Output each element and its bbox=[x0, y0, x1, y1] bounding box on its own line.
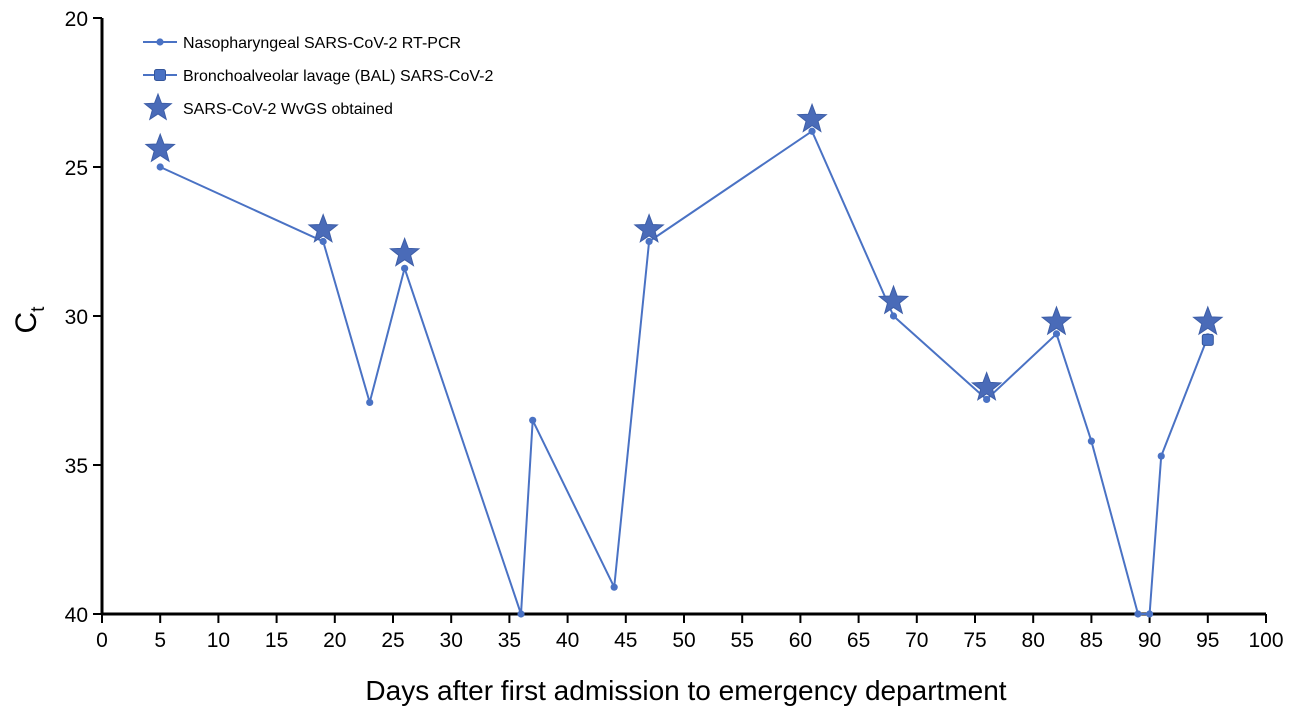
point-nasopharyngeal bbox=[808, 127, 816, 135]
point-wvgs-star bbox=[971, 371, 1003, 401]
series-line-nasopharyngeal bbox=[159, 129, 1209, 615]
x-tick-label: 75 bbox=[963, 629, 986, 652]
point-wvgs-star bbox=[307, 213, 339, 243]
x-tick-label: 0 bbox=[96, 629, 108, 652]
y-axis-title: Ct bbox=[10, 306, 49, 334]
x-tick-label: 100 bbox=[1248, 629, 1283, 652]
point-wvgs-star bbox=[1040, 305, 1073, 336]
point-bal bbox=[1201, 333, 1214, 346]
point-nasopharyngeal bbox=[401, 264, 409, 272]
x-tick-label: 35 bbox=[498, 629, 521, 652]
x-tick-label: 40 bbox=[556, 629, 579, 652]
point-wvgs-star bbox=[389, 236, 421, 267]
point-nasopharyngeal bbox=[1087, 437, 1095, 445]
x-tick-label: 80 bbox=[1022, 629, 1045, 652]
x-tick-label: 30 bbox=[440, 629, 463, 652]
point-nasopharyngeal bbox=[983, 395, 991, 404]
y-axis-title-subscript: t bbox=[28, 306, 49, 312]
point-nasopharyngeal bbox=[1157, 452, 1165, 460]
x-tick-label: 10 bbox=[207, 629, 230, 652]
legend-label-wvgs: SARS-CoV-2 WvGS obtained bbox=[183, 101, 393, 118]
y-tick-label: 35 bbox=[65, 455, 88, 478]
point-nasopharyngeal bbox=[610, 583, 618, 591]
point-nasopharyngeal bbox=[889, 312, 898, 320]
point-wvgs-star bbox=[1192, 305, 1224, 336]
point-nasopharyngeal bbox=[366, 398, 374, 407]
x-tick-label: 15 bbox=[265, 629, 288, 652]
x-tick-label: 70 bbox=[905, 629, 928, 652]
point-nasopharyngeal bbox=[517, 610, 525, 618]
point-nasopharyngeal bbox=[1134, 610, 1142, 618]
point-nasopharyngeal bbox=[156, 163, 164, 171]
y-tick-label: 30 bbox=[65, 306, 88, 329]
legend-label-nasopharyngeal: Nasopharyngeal SARS-CoV-2 RT-PCR bbox=[183, 35, 461, 52]
point-wvgs-star bbox=[633, 213, 665, 243]
x-tick-label: 20 bbox=[323, 629, 346, 652]
x-tick-label: 50 bbox=[672, 629, 695, 652]
point-nasopharyngeal bbox=[645, 237, 653, 246]
legend-swatch-star bbox=[143, 92, 173, 121]
point-wvgs-star bbox=[796, 102, 828, 133]
x-tick-label: 5 bbox=[154, 629, 166, 652]
x-tick-label: 25 bbox=[381, 629, 404, 652]
plot-marks bbox=[144, 102, 1224, 618]
legend-label-bal: Bronchoalveolar lavage (BAL) SARS-CoV-2 bbox=[183, 68, 493, 85]
y-tick-label: 25 bbox=[65, 157, 88, 180]
axes: 0 5 10 15 20 25 30 35 40 45 50 55 60 65 70 75 80 85 90 95 10… bbox=[65, 8, 1284, 652]
legend-swatch-circle bbox=[156, 38, 164, 46]
x-tick-label: 45 bbox=[614, 629, 637, 652]
x-tick-label: 95 bbox=[1196, 629, 1219, 652]
point-nasopharyngeal bbox=[1146, 610, 1154, 618]
legend-swatch-square bbox=[154, 69, 166, 81]
point-nasopharyngeal bbox=[319, 237, 327, 246]
x-tick-label: 65 bbox=[847, 629, 870, 652]
point-wvgs-star bbox=[144, 132, 176, 163]
x-tick-label: 55 bbox=[731, 629, 754, 652]
legend: Nasopharyngeal SARS-CoV-2 RT-PCR Bronchoa… bbox=[143, 35, 493, 121]
x-tick-label: 85 bbox=[1080, 629, 1103, 652]
y-tick-label: 40 bbox=[65, 604, 88, 627]
point-nasopharyngeal bbox=[529, 416, 537, 424]
x-tick-label: 60 bbox=[789, 629, 812, 652]
point-nasopharyngeal bbox=[1052, 330, 1061, 338]
x-tick-label: 90 bbox=[1138, 629, 1161, 652]
x-axis-title: Days after first admission to emergency … bbox=[365, 675, 1006, 706]
y-tick-label: 20 bbox=[65, 8, 88, 31]
y-axis-title-main: C bbox=[10, 312, 43, 334]
point-wvgs-star bbox=[877, 284, 910, 315]
